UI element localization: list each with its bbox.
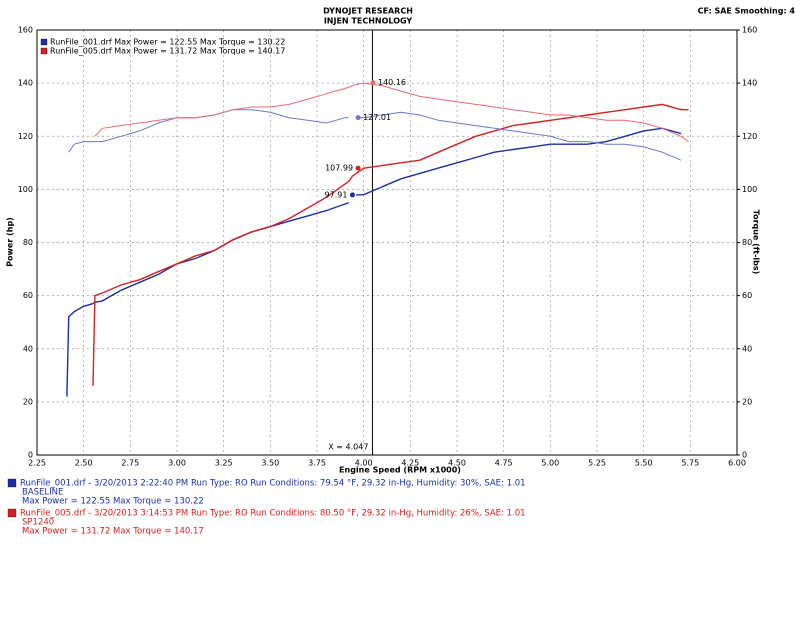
x-tick-label: 2.25	[28, 459, 46, 468]
data-line	[94, 82, 689, 143]
x-tick-label: 3.25	[215, 459, 233, 468]
x-tick-label: 4.25	[401, 459, 419, 468]
y-tick-label: 0	[28, 451, 33, 460]
y2-axis-label: Torque (ft-lbs)	[752, 210, 761, 275]
run-text: RunFile_005.drf - 3/20/2013 3:14:53 PM R…	[20, 509, 526, 519]
legend-text: RunFile_005.drf Max Power = 131.72 Max T…	[50, 47, 285, 56]
plot-frame	[36, 29, 738, 456]
legend-swatch	[40, 47, 48, 55]
y-tick-label: 140	[18, 79, 33, 88]
y2-tick-label: 60	[742, 291, 752, 300]
cursor-label: X = 4.047	[328, 443, 368, 452]
marker-label: 140.16	[378, 78, 406, 87]
chart-subtitle: INJEN TECHNOLOGY	[324, 17, 413, 26]
settings-text: CF: SAE Smoothing: 4	[698, 7, 796, 16]
x-tick-label: 4.75	[495, 459, 513, 468]
x-tick-label: 5.25	[588, 459, 606, 468]
x-tick-label: 5.00	[541, 459, 559, 468]
legend-swatch	[40, 38, 48, 46]
x-tick-label: 5.75	[681, 459, 699, 468]
y-tick-label: 80	[23, 238, 33, 247]
x-tick-label: 4.50	[448, 459, 466, 468]
y2-tick-label: 80	[742, 238, 752, 247]
y-tick-label: 160	[18, 26, 33, 35]
run-swatch	[7, 508, 17, 518]
marker	[355, 115, 361, 121]
marker-label: 107.99	[325, 164, 353, 173]
run-text: Max Power = 122.55 Max Torque = 130.22	[22, 497, 204, 507]
legend-text: RunFile_001.drf Max Power = 122.55 Max T…	[50, 38, 285, 47]
marker-label: 97.91	[325, 190, 348, 199]
run-text: BASELINE	[22, 488, 63, 498]
marker	[355, 165, 361, 171]
x-tick-label: 3.00	[168, 459, 186, 468]
run-swatch	[7, 478, 17, 488]
marker	[370, 80, 376, 86]
y2-tick-label: 100	[742, 185, 757, 194]
run-text: SP1240	[22, 518, 54, 528]
chart-title: DYNOJET RESEARCH	[323, 7, 413, 16]
x-tick-label: 3.75	[308, 459, 326, 468]
y2-tick-label: 160	[742, 26, 757, 35]
y-tick-label: 120	[18, 132, 33, 141]
x-tick-label: 4.00	[355, 459, 373, 468]
y2-tick-label: 20	[742, 397, 752, 406]
y-tick-label: 20	[23, 397, 33, 406]
x-tick-label: 3.50	[261, 459, 279, 468]
y-tick-label: 40	[23, 344, 33, 353]
y-tick-label: 60	[23, 291, 33, 300]
x-tick-label: 5.50	[635, 459, 653, 468]
data-line	[66, 127, 682, 397]
data-line	[92, 103, 689, 386]
marker	[349, 192, 355, 198]
run-text: Max Power = 131.72 Max Torque = 140.17	[22, 527, 204, 537]
x-tick-label: 6.00	[728, 459, 746, 468]
y-axis-label: Power (hp)	[6, 217, 15, 267]
run-info: RunFile_001.drf - 3/20/2013 2:22:40 PM R…	[7, 478, 526, 537]
x-tick-label: 2.50	[75, 459, 93, 468]
y-tick-label: 100	[18, 185, 33, 194]
y2-tick-label: 120	[742, 132, 757, 141]
y2-tick-label: 140	[742, 79, 757, 88]
marker-label: 127.01	[363, 113, 391, 122]
run-text: RunFile_001.drf - 3/20/2013 2:22:40 PM R…	[20, 479, 526, 489]
x-axis-label: Engine Speed (RPM x1000)	[339, 466, 461, 475]
x-tick-label: 2.75	[121, 459, 139, 468]
y2-tick-label: 40	[742, 344, 752, 353]
y2-tick-label: 0	[742, 451, 747, 460]
